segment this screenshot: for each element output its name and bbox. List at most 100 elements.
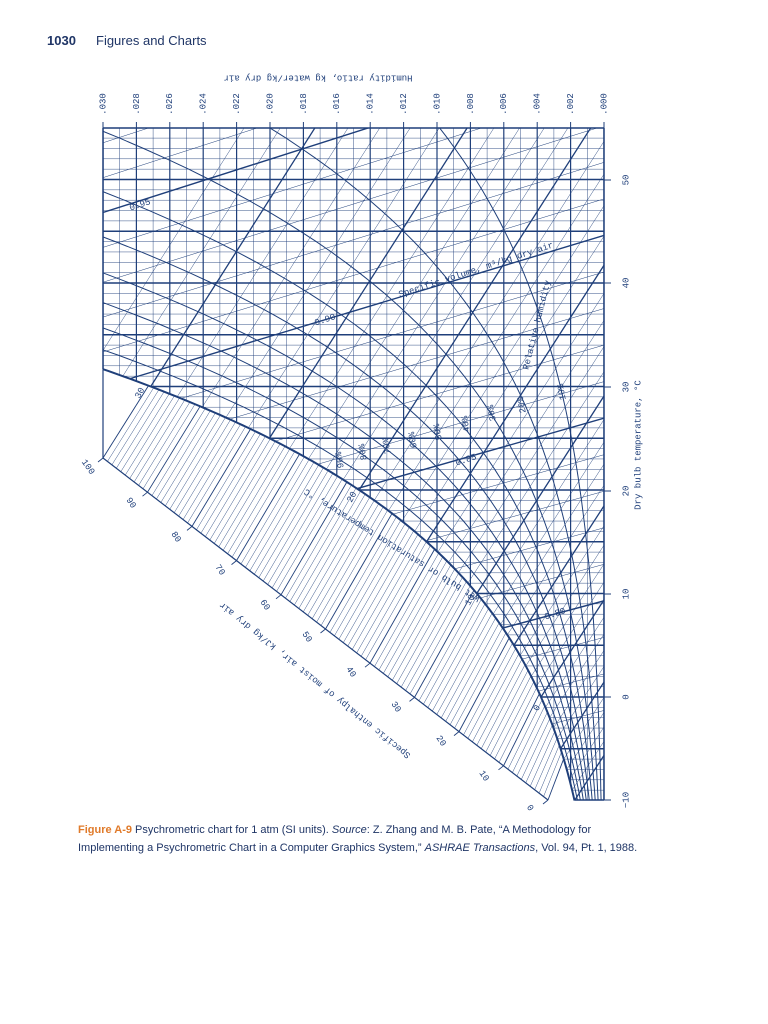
wet-bulb-line	[425, 264, 604, 543]
enthalpy-line	[472, 653, 520, 742]
wet-bulb-tick: 20	[345, 490, 359, 504]
enthalpy-line	[365, 545, 431, 660]
humidity-ratio-tick: .012	[399, 93, 409, 115]
enthalpy-tick: 40	[343, 665, 357, 680]
enthalpy-line	[227, 448, 291, 554]
enthalpy-line	[267, 473, 334, 585]
wet-bulb-line	[458, 346, 604, 573]
enthalpy-line	[529, 731, 555, 787]
enthalpy-line	[516, 712, 548, 777]
enthalpy-line	[196, 431, 256, 530]
wet-bulb-line	[308, 128, 604, 460]
enthalpy-line	[489, 675, 532, 756]
enthalpy-line	[507, 699, 543, 770]
enthalpy-line	[534, 738, 558, 790]
enthalpy-line	[427, 603, 486, 708]
rh-tick: 20%	[516, 395, 529, 413]
wet-bulb-tick: 0	[532, 703, 543, 712]
enthalpy-line	[191, 428, 251, 527]
enthalpy-line	[187, 426, 246, 524]
wet-bulb-line	[358, 128, 604, 491]
wet-bulb-line	[326, 128, 604, 470]
wet-bulb-line	[374, 141, 604, 501]
enthalpy-tick: 100	[79, 458, 96, 477]
enthalpy-line	[147, 406, 201, 493]
enthalpy-line	[111, 389, 160, 465]
volume-line	[103, 490, 604, 632]
humidity-ratio-tick: .006	[499, 93, 509, 115]
wet-bulb-line	[248, 128, 604, 429]
enthalpy-line	[231, 451, 295, 558]
enthalpy-tick: 0	[524, 803, 535, 813]
rh-tick: 70%	[381, 436, 394, 454]
enthalpy-line	[405, 581, 467, 691]
enthalpy-line	[334, 520, 402, 636]
rh-tick: 30%	[486, 403, 499, 421]
wet-bulb-line	[150, 128, 604, 387]
enthalpy-line	[263, 470, 329, 582]
enthalpy-tick: 60	[257, 598, 271, 613]
humidity-ratio-tick: .004	[533, 93, 543, 115]
rh-tick: 50%	[432, 422, 445, 440]
enthalpy-line	[240, 456, 305, 565]
volume-line	[103, 234, 604, 388]
enthalpy-line	[338, 523, 406, 640]
enthalpy-line	[174, 419, 231, 513]
wet-bulb-line	[507, 485, 604, 636]
humidity-ratio-tick: .010	[432, 93, 442, 115]
tick-mark	[186, 526, 193, 531]
enthalpy-line	[387, 564, 452, 677]
enthalpy-line	[329, 516, 397, 633]
running-title: Figures and Charts	[96, 33, 207, 48]
wet-bulb-line	[202, 128, 604, 408]
humidity-ratio-label: Humidity ratio, kg water/kg dry air	[223, 73, 412, 83]
enthalpy-tick: 50	[299, 630, 313, 645]
enthalpy-line	[538, 744, 560, 794]
volume-tick: 0.90	[313, 312, 337, 328]
enthalpy-line	[432, 608, 489, 712]
enthalpy-line	[392, 568, 455, 681]
wet-bulb-line	[448, 320, 604, 563]
wet-bulb-line	[437, 293, 604, 553]
enthalpy-label: Specific enthalpy of moist air, kJ/kg dr…	[218, 599, 413, 760]
rh-curve	[103, 128, 581, 801]
enthalpy-line	[360, 541, 427, 657]
enthalpy-line	[441, 617, 496, 719]
enthalpy-line	[125, 395, 175, 476]
enthalpy-line	[285, 484, 352, 599]
enthalpy-tick: 80	[168, 530, 182, 545]
enthalpy-line	[512, 705, 546, 773]
enthalpy-line	[449, 627, 503, 725]
enthalpy-line	[485, 670, 529, 753]
enthalpy-line	[498, 687, 537, 763]
enthalpy-line	[102, 385, 149, 459]
enthalpy-tick: 70	[212, 563, 226, 578]
enthalpy-line	[369, 548, 436, 664]
caption-journal: ASHRAE Transactions	[424, 842, 536, 854]
enthalpy-line	[543, 751, 562, 797]
enthalpy-line	[454, 632, 507, 729]
enthalpy-line	[356, 537, 423, 654]
enthalpy-line	[481, 664, 526, 749]
enthalpy-line	[178, 421, 236, 517]
enthalpy-line	[352, 534, 419, 650]
caption-text: Psychrometric chart for 1 atm (SI units)…	[132, 824, 332, 836]
tick-mark	[275, 594, 282, 600]
humidity-ratio-tick: .026	[165, 93, 175, 115]
humidity-ratio-tick: .002	[566, 93, 576, 115]
dry-bulb-label: Dry bulb temperature, °C	[633, 380, 643, 510]
rh-tick: 80%	[357, 442, 370, 460]
enthalpy-line	[298, 493, 366, 609]
wet-bulb-line	[103, 128, 604, 366]
enthalpy-line	[458, 637, 510, 732]
wet-bulb-line	[176, 128, 604, 397]
volume-line	[103, 128, 604, 248]
enthalpy-line	[316, 506, 384, 623]
enthalpy-tick: 20	[433, 734, 447, 749]
enthalpy-line	[222, 446, 286, 551]
chart-overlay: .030 .028 .026 .024 .022 .020 .018 .016 .014 .012…	[79, 73, 643, 814]
wet-bulb-line	[401, 205, 604, 522]
volume-tick: 0.95	[128, 197, 152, 213]
wet-bulb-tick: 30	[133, 386, 147, 400]
